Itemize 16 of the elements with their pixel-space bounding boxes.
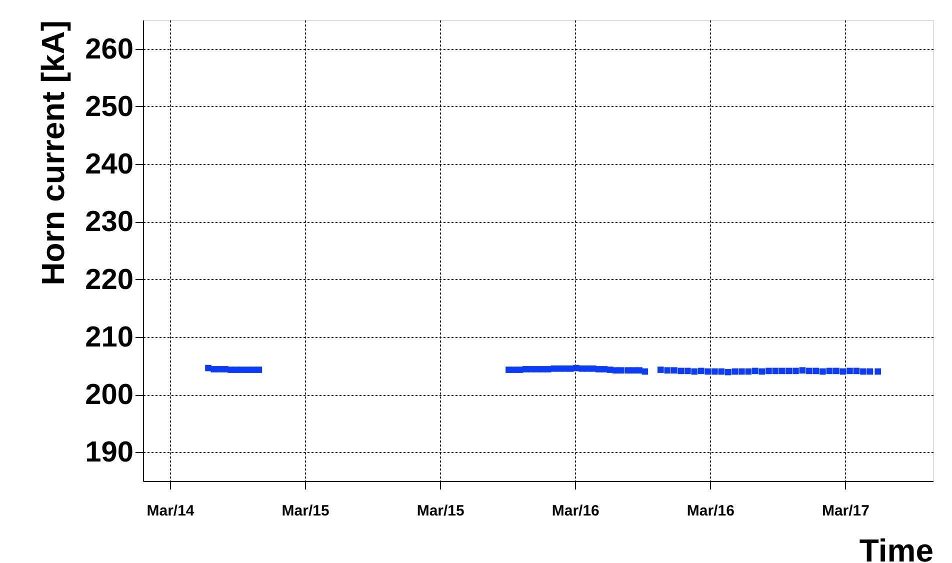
y-tick-label: 220 (85, 264, 134, 296)
x-tick-label: Mar/15 (282, 502, 330, 520)
y-tick-label: 240 (85, 148, 134, 181)
y-axis-title: Horn current [kA] (35, 20, 72, 286)
x-tick-label: Mar/17 (822, 502, 870, 520)
x-tick-label: Mar/15 (416, 502, 464, 520)
y-tick-label: 200 (85, 379, 134, 412)
x-tick-label: Mar/14 (146, 502, 195, 520)
x-axis-title: Time (859, 532, 934, 563)
y-tick-label: 210 (85, 321, 134, 354)
y-tick-label: 250 (85, 90, 134, 123)
x-tick-label: Mar/16 (552, 502, 600, 520)
y-tick-label: 230 (85, 206, 134, 238)
y-tick-label: 190 (85, 436, 134, 469)
y-tick-label: 260 (85, 33, 134, 66)
x-tick-label: Mar/16 (686, 502, 734, 520)
